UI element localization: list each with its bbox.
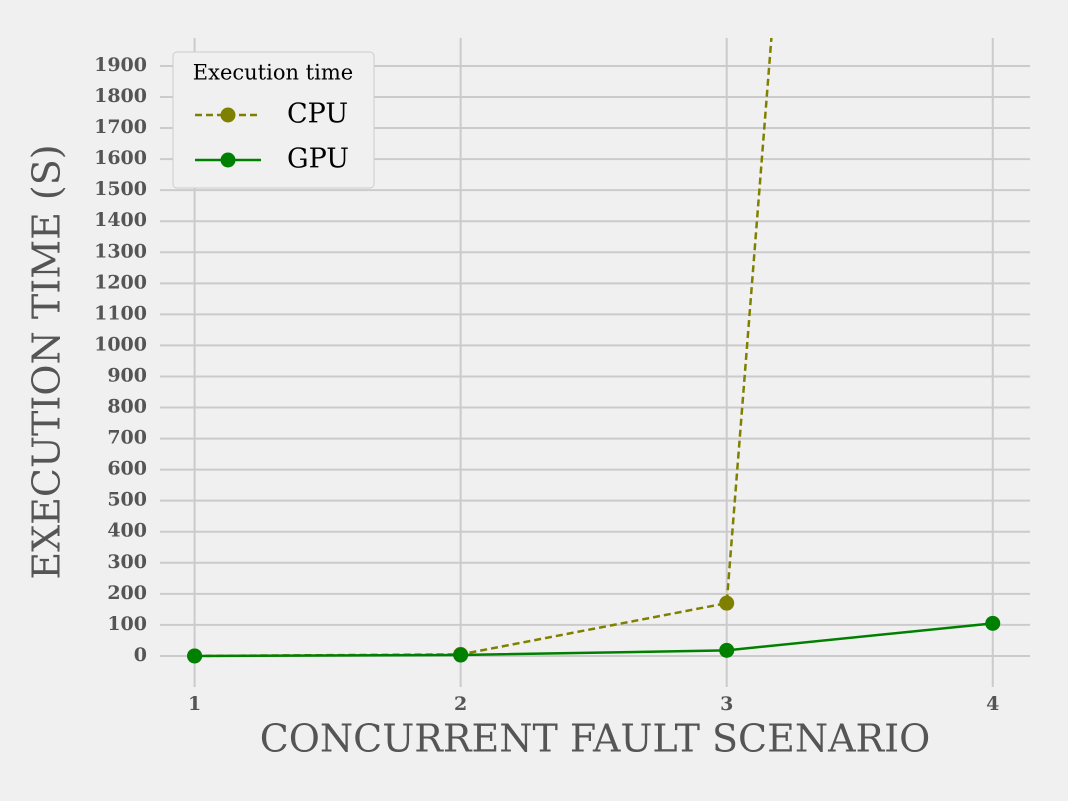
y-tick-label: 200 [107, 582, 147, 604]
legend-label: CPU [287, 99, 348, 130]
legend-marker [220, 107, 236, 123]
series-line [194, 622, 993, 658]
y-tick-label: 0 [134, 644, 147, 666]
y-tick-label: 900 [107, 364, 147, 386]
y-tick-label: 1100 [94, 302, 147, 324]
y-axis-label: EXECUTION TIME (S) [25, 144, 69, 579]
y-tick-label: 400 [107, 520, 147, 542]
y-tick-label: 1900 [94, 54, 147, 76]
y-tick-label: 600 [107, 458, 147, 480]
grid [160, 38, 1030, 687]
y-tick-label: 300 [107, 551, 147, 573]
data-point [719, 642, 735, 658]
y-tick-label: 500 [107, 489, 147, 511]
data-point [187, 648, 203, 664]
legend-box [172, 51, 375, 189]
y-tick-label: 1300 [94, 240, 147, 262]
x-tick-label: 1 [188, 693, 201, 715]
y-tick-label: 700 [107, 427, 147, 449]
data-point [985, 615, 1001, 631]
y-tick-label: 1200 [94, 271, 147, 293]
x-tick-label: 2 [454, 693, 467, 715]
y-tick-label: 1400 [94, 209, 147, 231]
x-tick-label: 3 [720, 693, 733, 715]
data-point [719, 595, 735, 611]
y-tick-label: 1000 [94, 333, 147, 355]
legend-marker [220, 152, 236, 168]
data-point [453, 647, 469, 663]
legend: Execution time CPU GPU [172, 51, 375, 189]
y-tick-label: 1500 [94, 178, 147, 200]
x-axis-label: CONCURRENT FAULT SCENARIO [260, 717, 931, 761]
y-tick-label: 1600 [94, 147, 147, 169]
y-tick-label: 100 [107, 613, 147, 635]
legend-title: Execution time [193, 61, 353, 85]
labels: 0 100 200 300 400 500 600 700 800 900 1000 1100 1200… [94, 54, 999, 715]
y-tick-label: 1700 [94, 116, 147, 138]
x-tick-label: 4 [986, 693, 999, 715]
plot-area [187, 38, 1001, 664]
legend-label: GPU [287, 144, 349, 175]
y-tick-label: 1800 [94, 85, 147, 107]
y-tick-label: 800 [107, 396, 147, 418]
